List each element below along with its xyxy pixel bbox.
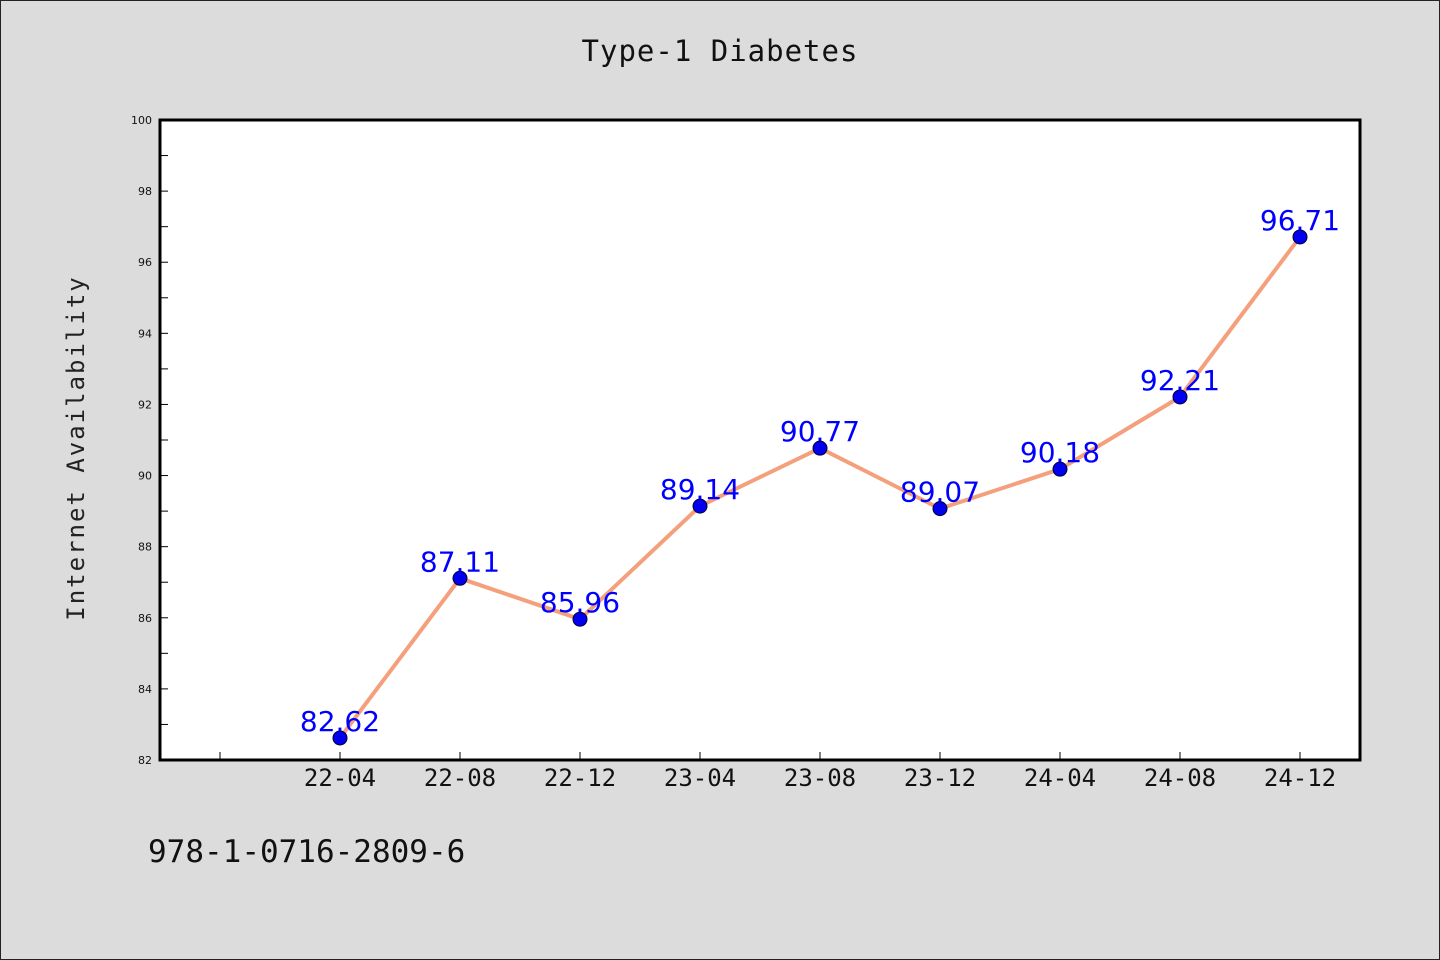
y-tick-label: 96: [138, 256, 152, 269]
data-label: 96.71: [1260, 204, 1340, 237]
x-tick-label: 22-04: [304, 764, 376, 792]
data-point: [692, 498, 708, 514]
data-label: 92.21: [1140, 364, 1220, 397]
data-label: 89.07: [900, 476, 980, 509]
x-tick-label: 23-08: [784, 764, 856, 792]
y-axis: 82 84 86 88 90 92 94 96 98 100: [131, 114, 168, 767]
data-label: 89.14: [660, 473, 740, 506]
chart-title: Type-1 Diabetes: [581, 34, 859, 68]
y-tick-label: 92: [138, 398, 152, 411]
y-tick-label: 94: [138, 327, 152, 340]
data-point: [572, 611, 588, 627]
y-tick-label: 100: [131, 114, 152, 127]
y-tick-label: 82: [138, 754, 152, 767]
data-point: [1292, 229, 1308, 245]
y-tick-label: 90: [138, 470, 152, 483]
data-point: [452, 570, 468, 586]
y-tick-label: 86: [138, 612, 152, 625]
y-tick-label: 88: [138, 541, 152, 554]
data-label: 90.18: [1020, 436, 1100, 469]
x-tick-label: 22-08: [424, 764, 496, 792]
data-label: 90.77: [780, 415, 860, 448]
y-tick-label: 84: [138, 683, 152, 696]
x-axis: 22-04 22-08 22-12 23-04 23-08 23-12 24-04 24-08…: [219, 752, 1336, 792]
data-label: 82.62: [300, 705, 380, 738]
data-point: [812, 440, 828, 456]
x-tick-label: 24-08: [1144, 764, 1216, 792]
x-tick-label: 23-04: [664, 764, 736, 792]
data-point: [1052, 461, 1068, 477]
y-tick-label: 98: [138, 185, 152, 198]
data-label: 87.11: [420, 545, 500, 578]
data-labels: 82.62 87.11 85.96 89.14 90.77 89.07 90.18 92.21…: [300, 204, 1340, 738]
data-point: [932, 501, 948, 517]
data-label: 85.96: [540, 586, 620, 619]
x-tick-label: 24-12: [1264, 764, 1336, 792]
series-markers: [332, 229, 1308, 746]
x-tick-label: 24-04: [1024, 764, 1096, 792]
x-tick-label: 23-12: [904, 764, 976, 792]
footer-id: 978-1-0716-2809-6: [148, 834, 466, 870]
x-tick-label: 22-12: [544, 764, 616, 792]
data-point: [1172, 389, 1188, 405]
data-point: [332, 730, 348, 746]
plot-area: [158, 118, 1362, 762]
